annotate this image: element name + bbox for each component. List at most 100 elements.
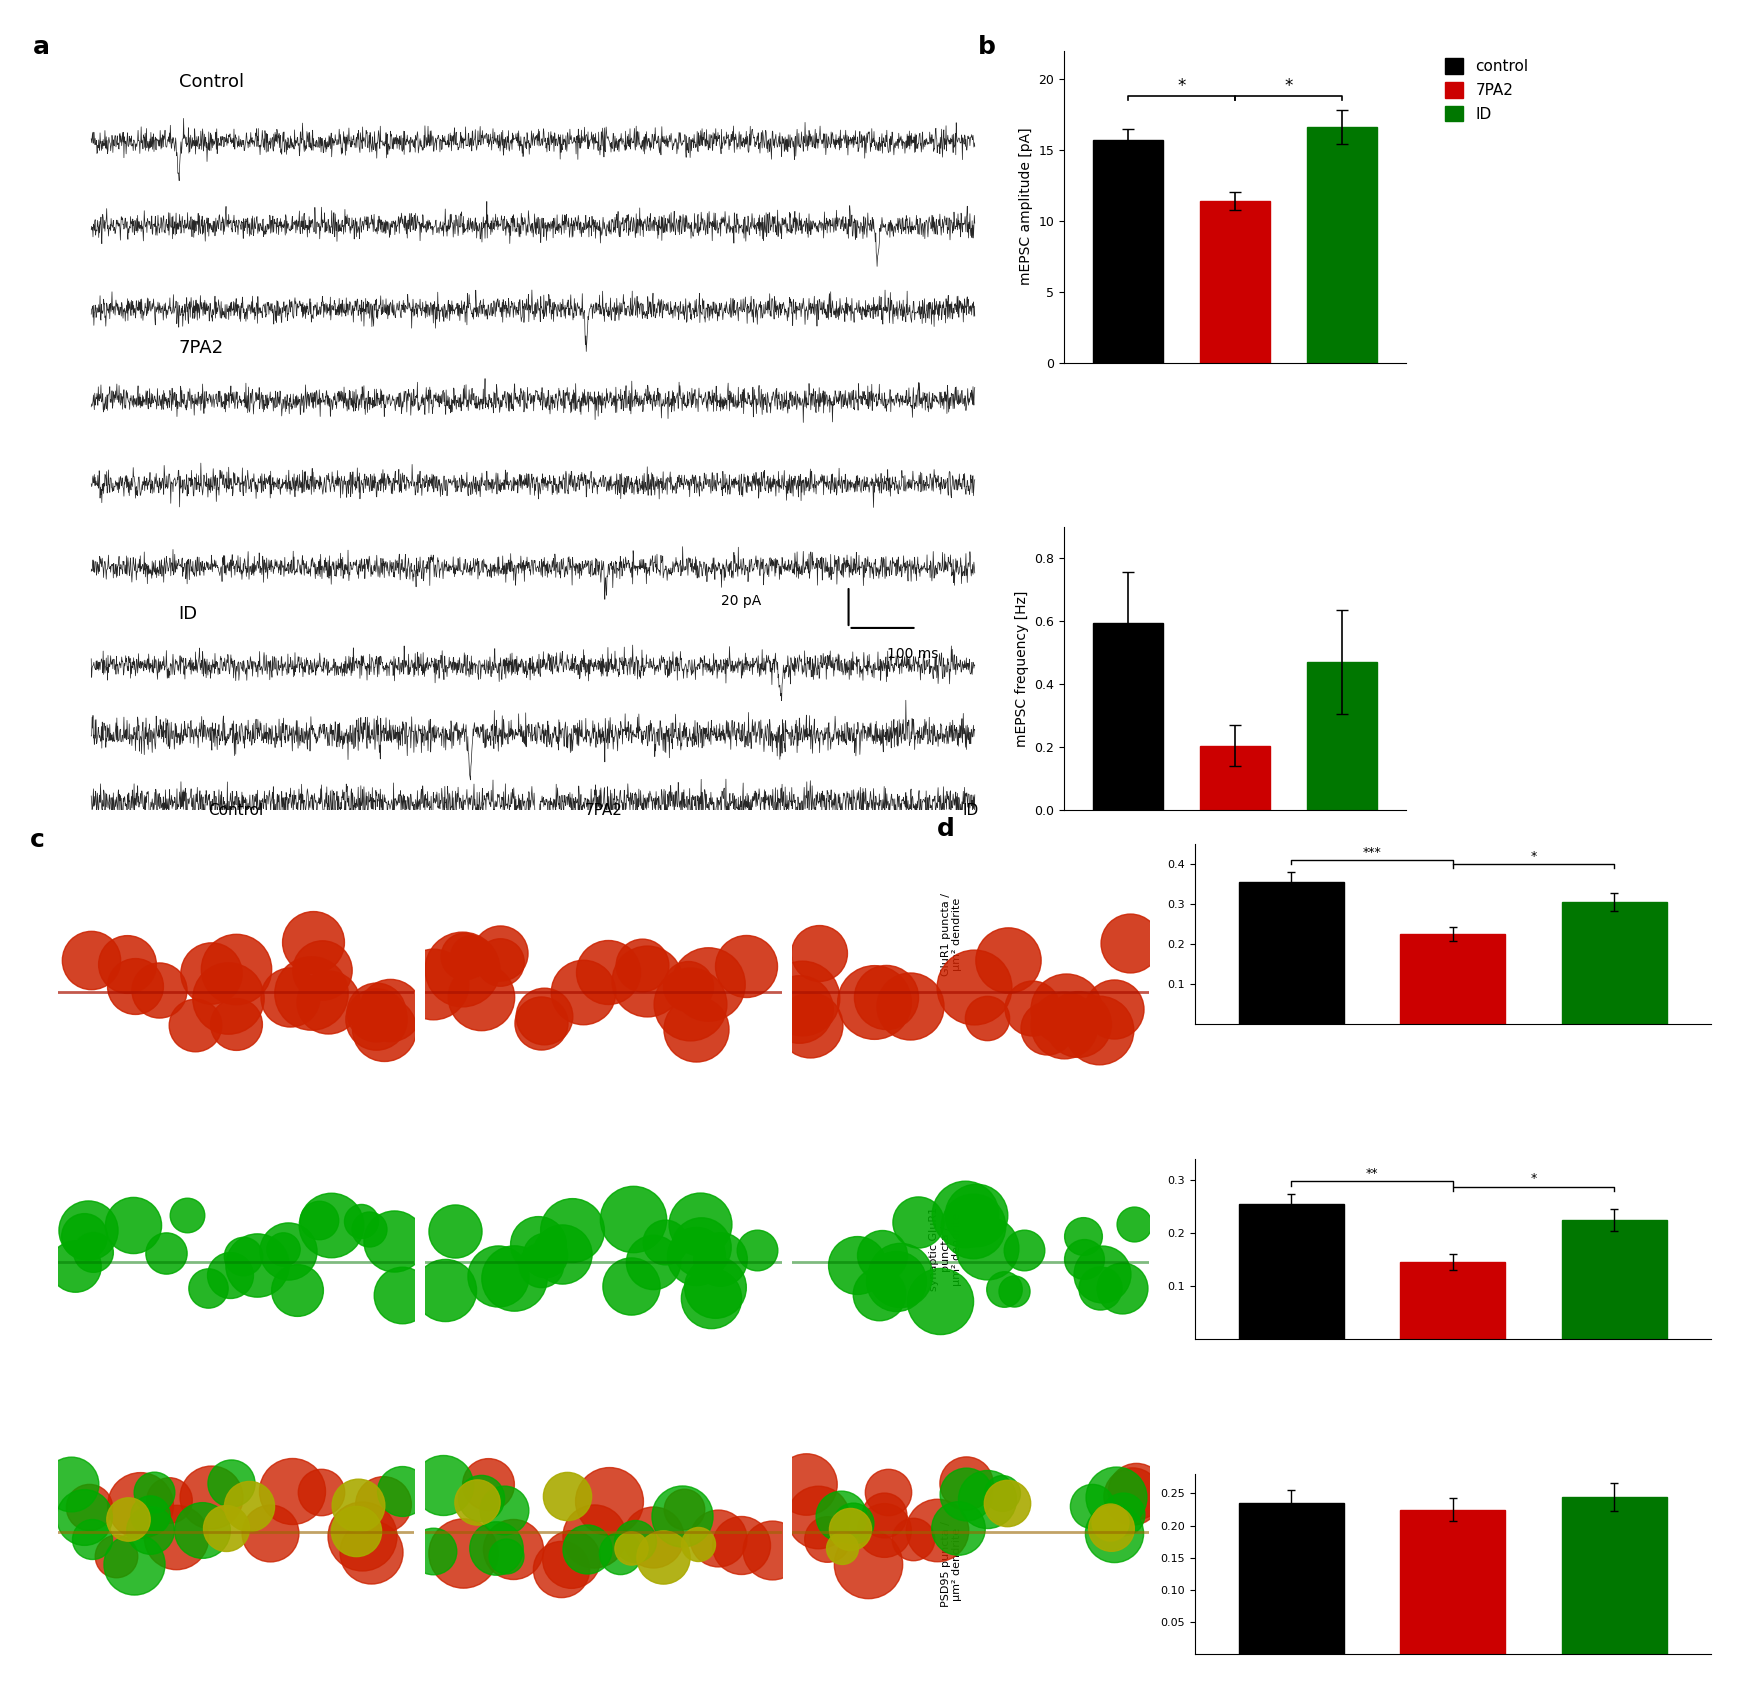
Point [182, 1011, 210, 1038]
Point [1109, 1501, 1137, 1528]
Point [442, 1217, 470, 1244]
Point [993, 947, 1021, 974]
Point [674, 972, 702, 999]
Point [112, 950, 140, 977]
Point [468, 1484, 496, 1511]
Point [988, 1479, 1016, 1506]
Point [683, 1242, 711, 1269]
Point [1117, 1484, 1145, 1511]
Point [529, 1003, 557, 1030]
Point [875, 1479, 903, 1506]
Y-axis label: mEPSC amplitude [pA]: mEPSC amplitude [pA] [1018, 128, 1032, 285]
Point [1018, 994, 1046, 1021]
Point [836, 1516, 864, 1543]
Point [347, 1523, 375, 1550]
Point [1069, 1222, 1096, 1249]
Point [548, 1241, 576, 1268]
Point [651, 1229, 679, 1256]
Point [58, 1470, 86, 1497]
Point [1096, 1509, 1124, 1536]
Point [670, 1496, 698, 1523]
Point [1100, 996, 1128, 1023]
Bar [1200, 201, 1269, 363]
Point [269, 1236, 297, 1263]
Point [318, 1212, 346, 1239]
Point [136, 1501, 164, 1528]
Point [639, 1523, 667, 1550]
Point [786, 994, 814, 1021]
Point [868, 1242, 896, 1269]
Point [449, 955, 477, 982]
Point [553, 1482, 581, 1509]
Point [744, 1237, 772, 1264]
Point [449, 1539, 477, 1566]
Point [77, 947, 105, 974]
Point [960, 974, 988, 1001]
Point [789, 984, 817, 1011]
Point [370, 1014, 398, 1041]
Point [218, 1470, 246, 1497]
Point [1088, 1261, 1116, 1288]
Point [639, 1249, 667, 1276]
Point [431, 1278, 459, 1305]
Point [344, 1492, 372, 1519]
Point [354, 1215, 382, 1242]
Point [197, 1484, 225, 1511]
Point [962, 1202, 990, 1229]
Point [307, 1479, 335, 1506]
Point [342, 1518, 370, 1545]
Point [870, 1501, 897, 1528]
Legend: control, 7PA2, ID: control, 7PA2, ID [1444, 59, 1528, 122]
Text: 7PA2: 7PA2 [585, 803, 622, 819]
Point [482, 1534, 510, 1561]
Point [927, 1288, 955, 1315]
Point [812, 1526, 840, 1553]
Point [450, 944, 478, 971]
Text: 20 pA: 20 pA [721, 594, 761, 608]
Point [278, 1477, 306, 1504]
Bar [1400, 1263, 1505, 1339]
Point [904, 1209, 932, 1236]
Point [828, 1502, 856, 1529]
Point [217, 1263, 244, 1290]
Point [945, 1514, 973, 1541]
Point [1032, 1014, 1060, 1041]
Point [79, 1526, 107, 1553]
Point [618, 1534, 646, 1561]
Point [499, 1264, 527, 1291]
Point [299, 928, 327, 955]
Point [120, 972, 148, 999]
Text: *: * [1531, 849, 1536, 863]
Point [381, 1227, 409, 1254]
Point [887, 1261, 915, 1288]
Point [61, 1252, 89, 1280]
Point [1084, 1016, 1112, 1043]
Point [1123, 1477, 1151, 1504]
Point [103, 1543, 131, 1570]
Point [686, 1210, 714, 1237]
Point [882, 1268, 910, 1295]
Point [569, 977, 597, 1004]
Point [606, 1539, 634, 1566]
Point [705, 1246, 733, 1273]
Point [222, 1011, 250, 1038]
Point [524, 1231, 552, 1258]
Point [499, 1536, 527, 1563]
Point [796, 1011, 824, 1038]
Point [73, 1215, 101, 1242]
Point [667, 1502, 695, 1529]
Bar [1308, 662, 1378, 810]
Point [145, 976, 173, 1003]
Point [126, 1492, 154, 1519]
Point [990, 1276, 1018, 1303]
Text: Control: Control [178, 73, 244, 91]
Point [297, 981, 325, 1008]
Point [485, 940, 513, 967]
Point [363, 998, 391, 1025]
Point [688, 1234, 716, 1261]
Point [492, 1543, 520, 1570]
Point [1077, 1492, 1105, 1519]
Text: 7PA2: 7PA2 [178, 339, 223, 358]
Text: *: * [1285, 76, 1292, 95]
Text: *: * [1531, 1171, 1536, 1185]
